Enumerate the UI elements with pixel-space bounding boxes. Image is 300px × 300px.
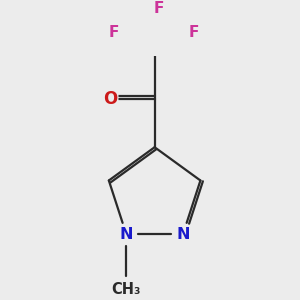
Text: F: F <box>154 1 164 16</box>
Text: O: O <box>103 90 117 108</box>
Text: F: F <box>188 25 199 40</box>
Text: N: N <box>120 227 133 242</box>
Text: F: F <box>109 25 119 40</box>
Text: N: N <box>176 227 190 242</box>
Text: CH₃: CH₃ <box>112 281 141 296</box>
